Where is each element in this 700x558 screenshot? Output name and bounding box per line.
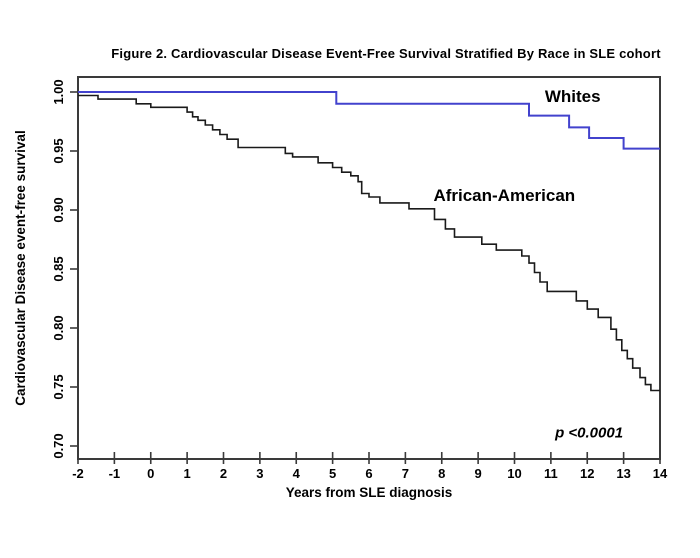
p-value-annotation: p <0.0001	[555, 424, 624, 442]
x-tick-label: 1	[183, 466, 191, 481]
x-tick-label: 11	[544, 466, 558, 481]
y-tick-label: 0.85	[51, 256, 66, 282]
x-axis-title: Years from SLE diagnosis	[285, 485, 453, 500]
x-tick-label: -1	[108, 466, 121, 481]
x-tick-label: 14	[652, 466, 668, 481]
series-label-african-american: African-American	[433, 185, 576, 205]
x-tick-label: 6	[365, 466, 373, 481]
x-tick-label: 10	[507, 466, 522, 481]
y-tick-label: 0.70	[51, 433, 66, 459]
plot-box	[77, 76, 661, 460]
x-tick-label: 7	[401, 466, 409, 481]
x-tick-label: 4	[292, 466, 300, 481]
x-tick-label: 12	[580, 466, 595, 481]
chart-title: Figure 2. Cardiovascular Disease Event-F…	[111, 46, 661, 61]
y-tick-label: 0.80	[51, 315, 66, 341]
x-tick-label: 9	[474, 466, 482, 481]
x-tick-label: 8	[438, 466, 446, 481]
x-tick-label: 5	[329, 466, 337, 481]
african-american-curve	[78, 94, 660, 392]
y-tick-label: 0.95	[51, 138, 66, 164]
y-tick-label: 0.75	[51, 374, 66, 400]
x-tick-label: 3	[256, 466, 264, 481]
y-tick-label: 0.90	[51, 197, 66, 223]
y-tick-label: 1.00	[51, 79, 66, 105]
x-tick-label: 2	[219, 466, 228, 481]
x-tick-label: -2	[72, 466, 84, 481]
x-tick-label: 0	[147, 466, 155, 481]
x-tick-label: 13	[616, 466, 631, 481]
whites-curve	[78, 91, 660, 150]
series-label-whites: Whites	[544, 86, 601, 106]
